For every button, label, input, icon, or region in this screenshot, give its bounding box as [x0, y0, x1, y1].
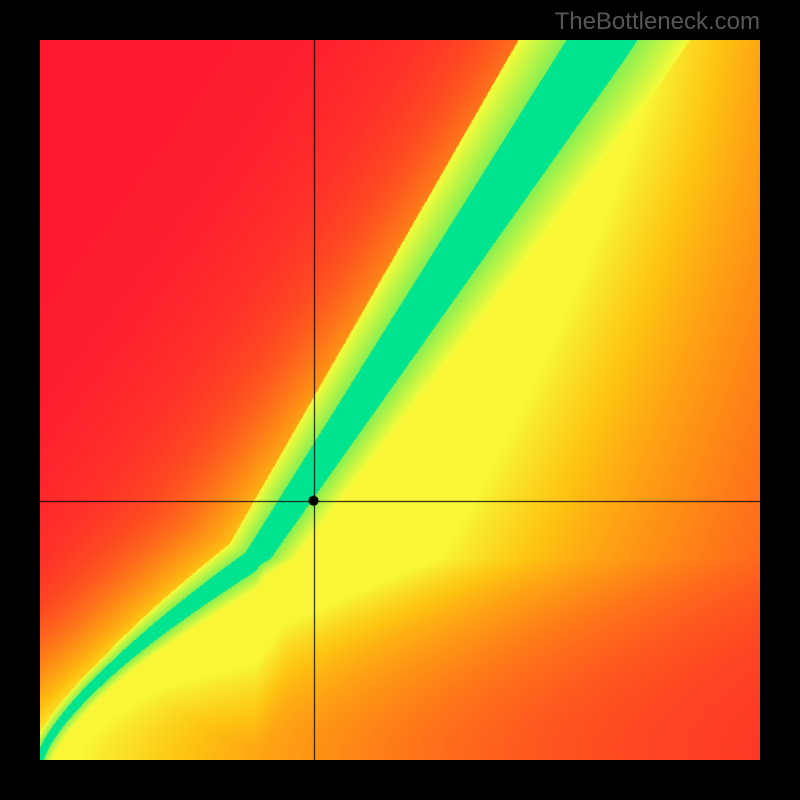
heatmap-canvas [40, 40, 760, 760]
heatmap-plot [40, 40, 760, 760]
chart-container: TheBottleneck.com [0, 0, 800, 800]
watermark-text: TheBottleneck.com [555, 8, 760, 36]
